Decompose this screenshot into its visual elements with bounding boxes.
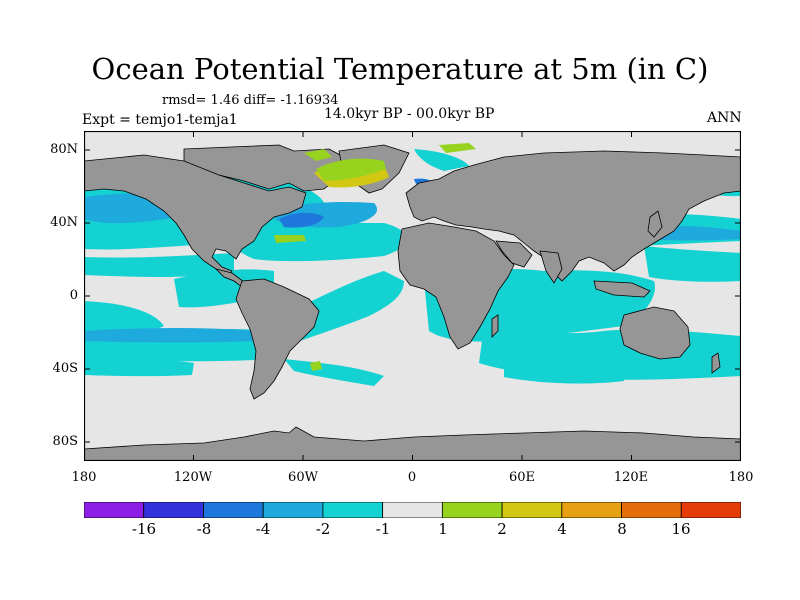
lat-label: 80S [52,434,78,449]
lat-label: 40S [52,361,78,376]
colorbar-box [501,502,563,518]
colorbar-box [621,502,682,518]
axis-ticks [84,131,741,461]
lon-label: 120W [173,470,213,485]
period-label: 14.0kyr BP - 00.0kyr BP [324,106,495,122]
colorbar [84,502,741,518]
lon-label: 180 [728,470,754,485]
colorbar-label: 16 [671,520,691,538]
experiment-label: Expt = temjo1-temja1 [82,112,238,128]
land-japan [647,210,663,238]
lon-label: 0 [407,470,417,485]
land-north-america [84,154,307,276]
lat-label: 40N [50,215,78,230]
warming-region [274,143,476,371]
land-masses [84,144,741,461]
lon-label: 120E [613,470,649,485]
colorbar-label: -8 [196,520,212,538]
colorbar-label: 8 [617,520,627,538]
colorbar-box [203,502,264,518]
lat-label: 0 [69,288,78,303]
colorbar-box [262,502,324,518]
land-antarctica [84,426,741,461]
land-arabia [495,240,533,268]
land-india [539,250,563,284]
land-indonesia [593,280,651,298]
colorbar-box [382,502,443,518]
land-eurasia [405,150,741,282]
colorbar-label: -2 [315,520,331,538]
colorbar-label: 2 [497,520,507,538]
season-label: ANN [707,110,742,126]
lon-label: 180 [71,470,97,485]
colorbar-label: -4 [255,520,271,538]
map-panel [84,131,741,461]
stats-line: rmsd= 1.46 diff= -1.16934 [162,93,339,108]
lat-label: 80N [50,142,78,157]
land-south-america [235,278,320,400]
plot-title: Ocean Potential Temperature at 5m (in C) [91,52,709,86]
colorbar-label: -1 [375,520,391,538]
colorbar-label: -16 [131,520,157,538]
colorbar-box [680,502,741,518]
lon-label: 60W [288,470,318,485]
land-madagascar [491,314,499,338]
colorbar-box [561,502,622,518]
lon-label: 60E [508,470,536,485]
land-australia [619,306,691,360]
colorbar-box [84,502,145,518]
colorbar-box [143,502,204,518]
land-new-zealand [711,352,721,374]
colorbar-label: 1 [438,520,448,538]
colorbar-label: 4 [557,520,567,538]
colorbar-box [441,502,503,518]
colorbar-box [322,502,384,518]
land-africa [397,222,515,350]
